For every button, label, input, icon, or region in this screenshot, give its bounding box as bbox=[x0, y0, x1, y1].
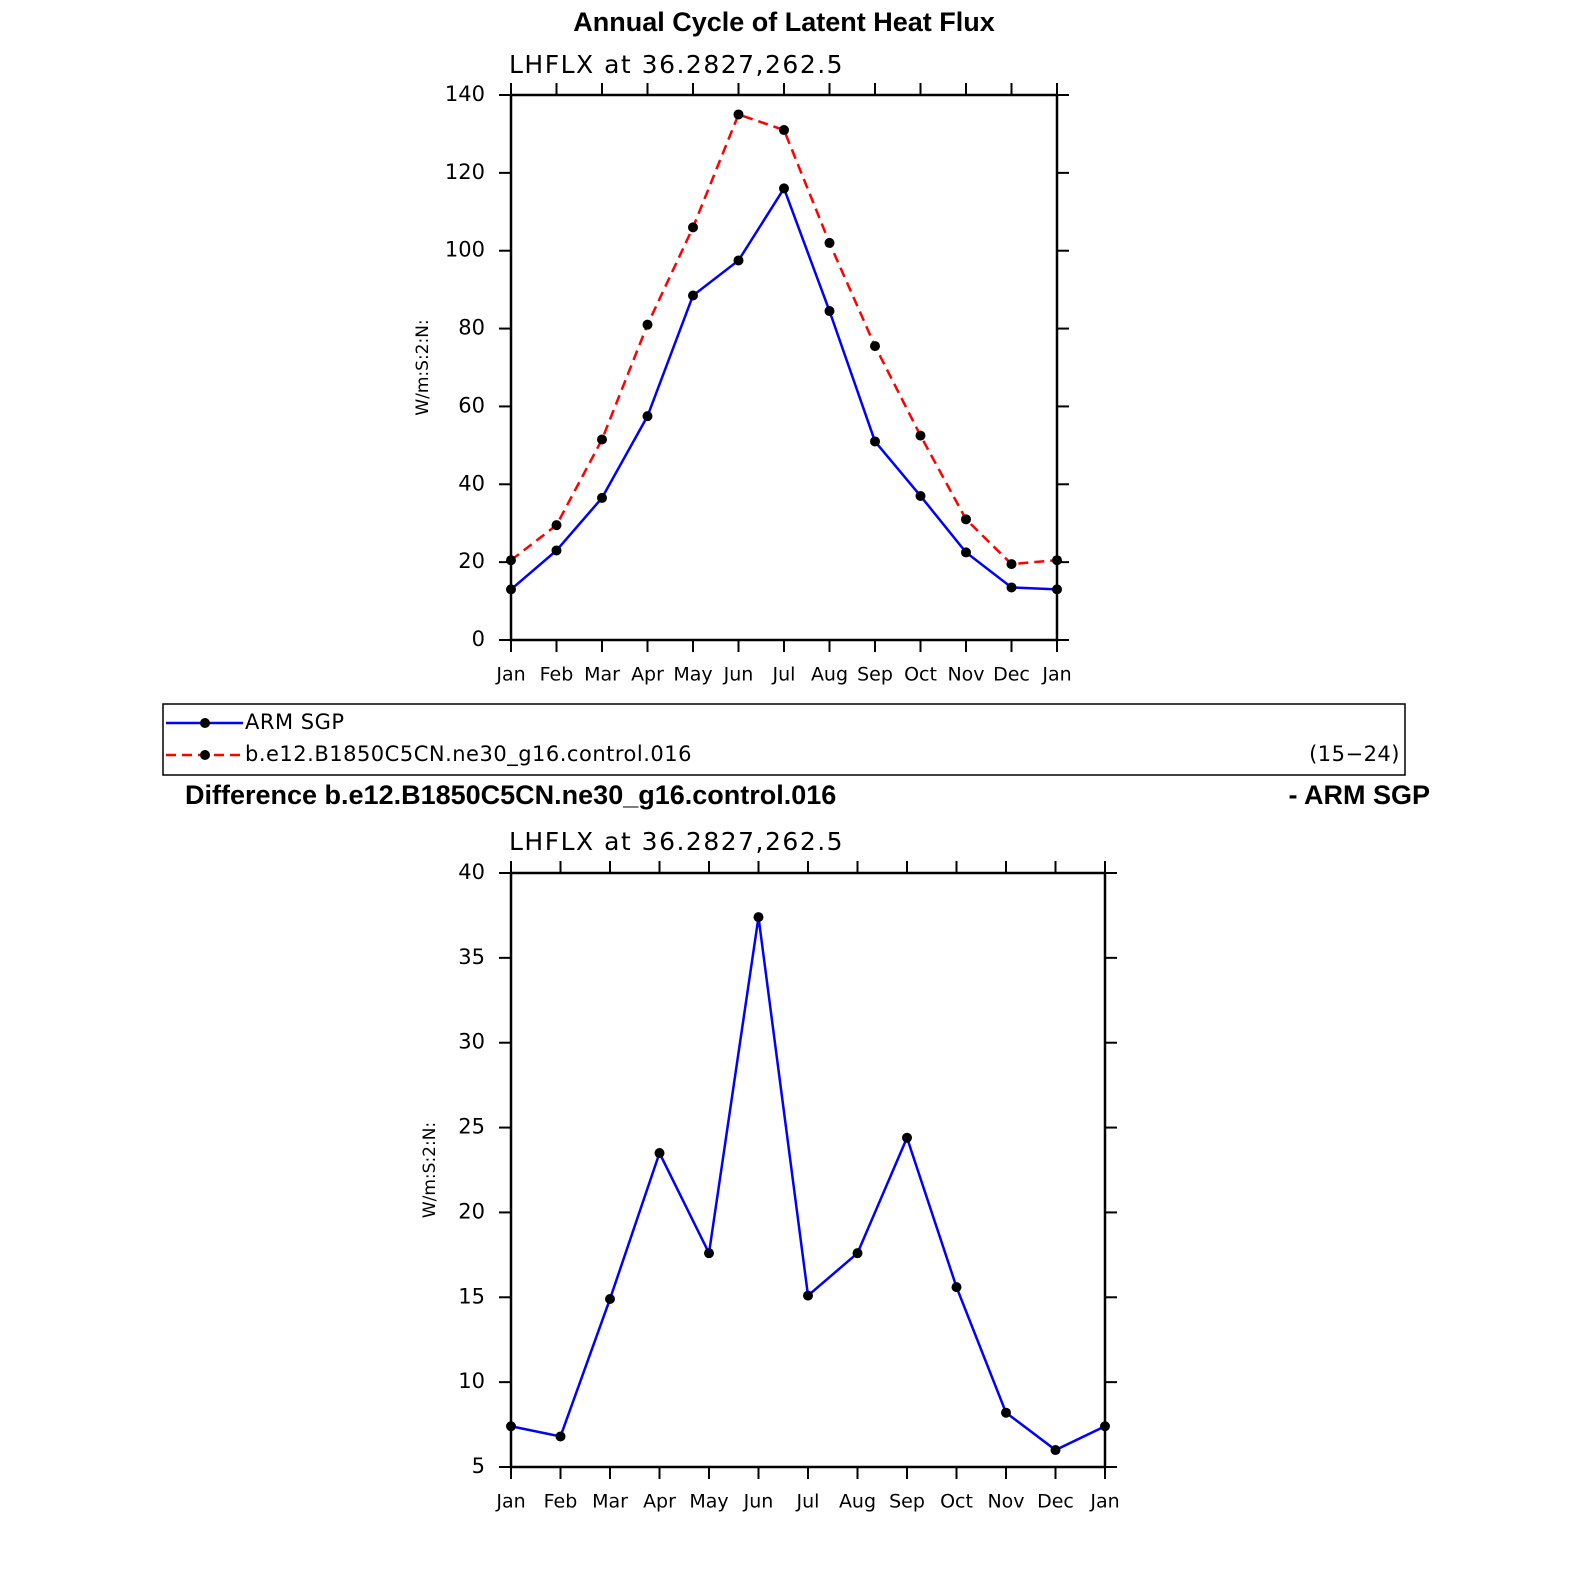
x-tick-label: Jul bbox=[796, 1491, 820, 1513]
x-tick-label: Aug bbox=[839, 1491, 876, 1513]
y-tick-label: 100 bbox=[445, 238, 485, 262]
plot-frame bbox=[509, 871, 1107, 1469]
subtitle: LHFLX at 36.2827,262.5 bbox=[509, 827, 844, 856]
y-axis-label: W/m:S:2:N: bbox=[413, 319, 433, 415]
x-tick-label: Mar bbox=[592, 1491, 628, 1513]
data-point bbox=[852, 1248, 863, 1259]
data-point bbox=[597, 492, 607, 503]
data-point bbox=[961, 547, 971, 558]
y-tick-label: 120 bbox=[445, 160, 485, 184]
y-tick-label: 40 bbox=[458, 860, 485, 884]
legend-marker bbox=[200, 718, 210, 728]
data-point bbox=[803, 1290, 813, 1301]
y-tick-label: 80 bbox=[458, 316, 485, 340]
y-tick-label: 140 bbox=[445, 82, 485, 106]
x-tick-label: Feb bbox=[544, 1491, 578, 1513]
x-tick-label: Nov bbox=[947, 664, 984, 686]
legend-note: (15−24) bbox=[1309, 742, 1400, 766]
data-point bbox=[902, 1132, 912, 1143]
data-point bbox=[870, 341, 880, 352]
y-tick-label: 30 bbox=[458, 1030, 485, 1054]
data-point bbox=[915, 430, 926, 441]
data-point bbox=[688, 290, 698, 301]
x-tick-label: Apr bbox=[631, 664, 664, 686]
x-tick-label: Aug bbox=[811, 664, 848, 686]
data-point bbox=[605, 1293, 615, 1304]
x-tick-label: Feb bbox=[540, 664, 574, 686]
data-point bbox=[1052, 555, 1062, 566]
data-point bbox=[1006, 559, 1017, 570]
data-point bbox=[824, 306, 835, 317]
y-tick-label: 20 bbox=[458, 1199, 485, 1223]
data-point bbox=[551, 520, 562, 531]
y-tick-label: 20 bbox=[458, 549, 485, 573]
legend-label: b.e12.B1850C5CN.ne30_g16.control.016 bbox=[245, 742, 692, 767]
x-tick-label: Dec bbox=[993, 664, 1030, 686]
x-tick-label: Jun bbox=[723, 664, 754, 686]
x-tick-label: Mar bbox=[584, 664, 620, 686]
x-tick-label: Jan bbox=[495, 664, 525, 686]
x-tick-label: May bbox=[689, 1491, 728, 1513]
data-point bbox=[704, 1248, 714, 1259]
x-tick-label: Jan bbox=[495, 1491, 525, 1513]
data-point bbox=[779, 183, 789, 194]
x-tick-label: Sep bbox=[889, 1491, 925, 1513]
data-point bbox=[1050, 1445, 1061, 1456]
y-tick-label: 10 bbox=[458, 1369, 485, 1393]
x-tick-label: Jan bbox=[1041, 664, 1071, 686]
x-tick-label: Apr bbox=[643, 1491, 676, 1513]
x-tick-label: Jul bbox=[772, 664, 796, 686]
y-tick-label: 40 bbox=[458, 471, 485, 495]
legend-label: ARM SGP bbox=[245, 710, 345, 734]
y-tick-label: 60 bbox=[458, 393, 485, 417]
subtitle: LHFLX at 36.2827,262.5 bbox=[509, 50, 844, 79]
data-point bbox=[506, 1421, 516, 1432]
data-point bbox=[1052, 584, 1062, 595]
data-point bbox=[506, 555, 516, 566]
data-point bbox=[733, 109, 744, 120]
y-tick-label: 15 bbox=[458, 1284, 485, 1308]
x-tick-label: Jan bbox=[1089, 1491, 1119, 1513]
y-axis-label: W/m:S:2:N: bbox=[420, 1122, 440, 1218]
data-point bbox=[733, 255, 744, 266]
y-tick-label: 0 bbox=[472, 627, 485, 651]
chart-title: Annual Cycle of Latent Heat Flux bbox=[573, 7, 995, 37]
data-point bbox=[779, 125, 789, 136]
plot-frame bbox=[509, 93, 1059, 642]
chart-title: Difference b.e12.B1850C5CN.ne30_g16.cont… bbox=[185, 780, 836, 810]
data-point bbox=[551, 545, 562, 556]
data-point bbox=[1001, 1407, 1011, 1418]
data-point bbox=[753, 912, 764, 923]
x-tick-label: May bbox=[673, 664, 712, 686]
data-point bbox=[1006, 582, 1017, 593]
data-point bbox=[642, 319, 653, 330]
data-point bbox=[642, 411, 653, 422]
data-point bbox=[961, 514, 971, 525]
x-tick-label: Dec bbox=[1037, 1491, 1074, 1513]
chart-title-right: - ARM SGP bbox=[1289, 780, 1431, 810]
legend-box bbox=[162, 703, 1406, 776]
data-point bbox=[597, 434, 607, 445]
data-point bbox=[951, 1282, 962, 1293]
x-tick-label: Oct bbox=[904, 664, 937, 686]
data-point bbox=[870, 436, 880, 447]
data-point bbox=[1100, 1421, 1110, 1432]
x-tick-label: Nov bbox=[987, 1491, 1024, 1513]
y-tick-label: 5 bbox=[472, 1454, 485, 1478]
legend-marker bbox=[200, 750, 210, 760]
data-point bbox=[824, 237, 835, 248]
y-tick-label: 25 bbox=[458, 1115, 485, 1139]
x-tick-label: Sep bbox=[857, 664, 893, 686]
x-tick-label: Oct bbox=[940, 1491, 973, 1513]
data-point bbox=[506, 584, 516, 595]
data-point bbox=[654, 1148, 665, 1159]
data-point bbox=[688, 222, 698, 233]
y-tick-label: 35 bbox=[458, 945, 485, 969]
data-point bbox=[915, 490, 926, 501]
data-point bbox=[555, 1431, 566, 1442]
x-tick-label: Jun bbox=[743, 1491, 774, 1513]
